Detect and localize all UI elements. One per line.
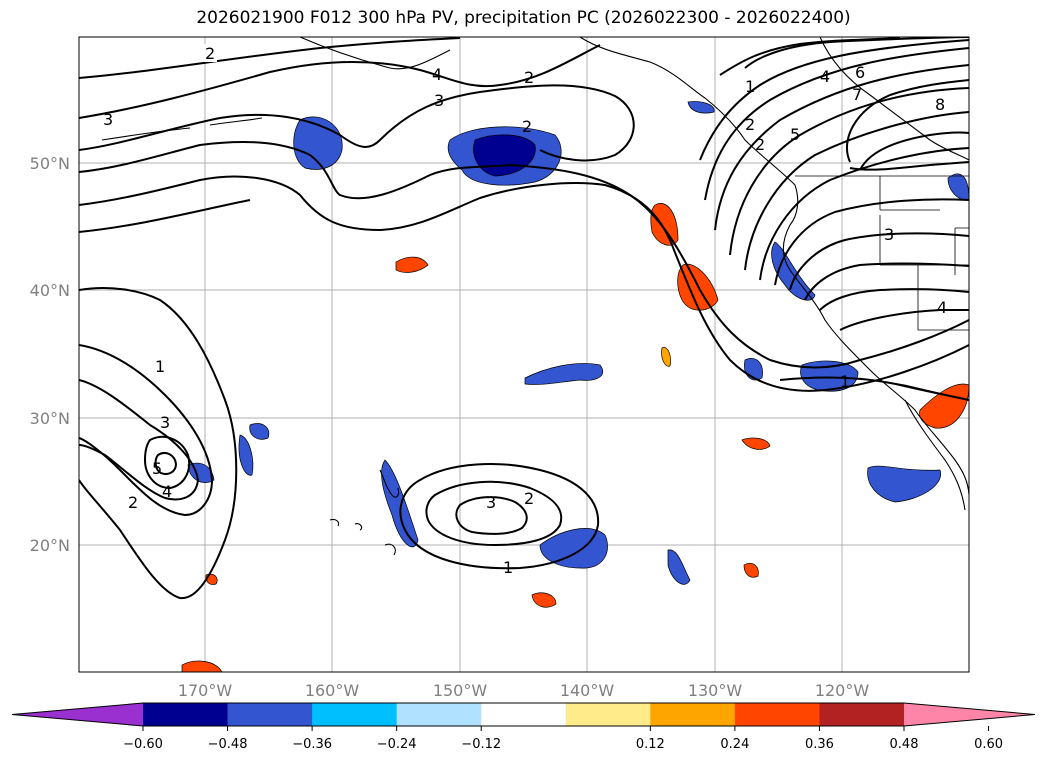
precip-blob <box>531 592 557 608</box>
colorbar-tick-label: −0.36 <box>292 737 332 752</box>
precip-blob <box>947 173 969 201</box>
contour-label: 1 <box>840 372 850 391</box>
colorbar-extend-high <box>904 703 1035 726</box>
contour-label: 7 <box>852 85 862 104</box>
precip-blob <box>661 347 671 367</box>
contour-label: 2 <box>755 135 765 154</box>
colorbar-tick-label: 0.24 <box>720 737 749 752</box>
contour-label: 8 <box>935 95 945 114</box>
colorbar-segment <box>734 703 820 726</box>
lon-label: 170°W <box>178 681 233 700</box>
colorbar-tick-label: −0.24 <box>377 737 417 752</box>
contour-labels: 2 4 3 3 2 2 1 4 6 7 2 2 5 8 3 4 1 1 3 5 … <box>103 44 947 577</box>
contour-label: 3 <box>486 493 496 512</box>
precip-blob <box>800 360 859 392</box>
colorbar-segment <box>481 703 567 726</box>
contour-label: 3 <box>434 91 444 110</box>
precip-blob <box>667 549 691 585</box>
longitude-labels: 170°W 160°W 150°W 140°W 130°W 120°W <box>178 681 870 700</box>
contour-label: 2 <box>524 489 534 508</box>
contour-label: 4 <box>937 298 947 317</box>
contour-label: 1 <box>503 558 513 577</box>
lon-label: 150°W <box>433 681 488 700</box>
colorbar-tick-label: 0.36 <box>805 737 834 752</box>
contour-label: 2 <box>522 117 532 136</box>
contour-label: 4 <box>162 482 172 501</box>
lat-label: 40°N <box>30 281 70 300</box>
map-frame <box>78 36 970 673</box>
precip-blob <box>249 423 270 440</box>
colorbar-segment <box>396 703 482 726</box>
precip-blob <box>919 383 969 429</box>
colorbar-segment <box>565 703 651 726</box>
lat-label: 30°N <box>30 409 70 428</box>
contour-label: 5 <box>790 125 800 144</box>
lat-label: 50°N <box>30 154 70 173</box>
colorbar-extend-low <box>12 703 143 726</box>
precip-blob <box>238 434 254 476</box>
contour-label: 3 <box>103 110 113 129</box>
contour-label: 3 <box>884 225 894 244</box>
latitude-labels: 50°N 40°N 30°N 20°N <box>30 154 70 555</box>
colorbar-tick-label: 0.48 <box>890 737 919 752</box>
precip-blob <box>741 437 771 450</box>
contour-label: 2 <box>205 44 215 63</box>
lat-label: 20°N <box>30 536 70 555</box>
lon-label: 140°W <box>560 681 615 700</box>
contour-label: 3 <box>160 413 170 432</box>
contour-label: 2 <box>128 493 138 512</box>
contour-label: 2 <box>524 68 534 87</box>
contour-label: 1 <box>745 77 755 96</box>
precip-blob <box>687 101 715 114</box>
colorbar-tick-label: −0.60 <box>123 737 163 752</box>
contour-label: 2 <box>745 115 755 134</box>
colorbar-segment <box>819 703 905 726</box>
colorbar-ticks: −0.60 −0.48 −0.36 −0.24 −0.12 0.12 0.24 0.36 0.4… <box>123 726 1003 752</box>
chart-title: 2026021900 F012 300 hPa PV, precipitatio… <box>196 8 851 28</box>
colorbar-tick-label: −0.12 <box>461 737 501 752</box>
colorbar-tick-label: 0.12 <box>636 737 665 752</box>
contour-label: 4 <box>432 65 442 84</box>
precip-blob <box>867 465 941 503</box>
colorbar-segment <box>650 703 736 726</box>
precip-blob <box>650 203 679 246</box>
lon-label: 160°W <box>305 681 360 700</box>
precip-blob <box>381 459 419 548</box>
precip-blob <box>395 256 429 273</box>
precip-blob <box>743 562 759 578</box>
colorbar-tick-label: −0.48 <box>208 737 248 752</box>
colorbar-tick-label: 0.60 <box>974 737 1003 752</box>
precip-blob <box>181 660 223 672</box>
contour-label: 5 <box>152 459 162 478</box>
contour-label: 4 <box>820 67 830 86</box>
colorbar-segment <box>312 703 398 726</box>
contour-label: 6 <box>855 63 865 82</box>
colorbar-segment <box>143 703 229 726</box>
lon-label: 120°W <box>815 681 870 700</box>
pv-contours <box>79 37 969 600</box>
precip-positive-areas <box>181 203 969 672</box>
lon-label: 130°W <box>688 681 743 700</box>
precip-blob <box>524 363 604 385</box>
colorbar-segment <box>227 703 313 726</box>
contour-label: 1 <box>155 357 165 376</box>
colorbar <box>11 702 1036 727</box>
